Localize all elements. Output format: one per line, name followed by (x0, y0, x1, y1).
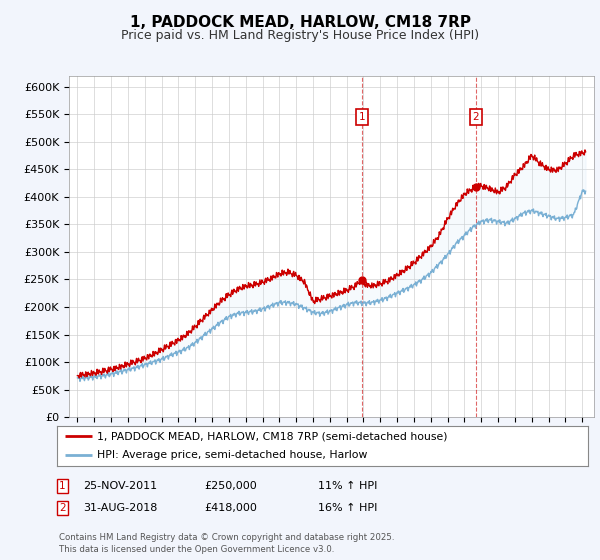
Text: HPI: Average price, semi-detached house, Harlow: HPI: Average price, semi-detached house,… (97, 450, 367, 460)
Text: £250,000: £250,000 (204, 481, 257, 491)
Text: 2: 2 (59, 503, 65, 513)
Text: 16% ↑ HPI: 16% ↑ HPI (318, 503, 377, 513)
Text: 2: 2 (472, 112, 479, 122)
Text: 1, PADDOCK MEAD, HARLOW, CM18 7RP (semi-detached house): 1, PADDOCK MEAD, HARLOW, CM18 7RP (semi-… (97, 432, 448, 441)
Text: 1: 1 (59, 481, 65, 491)
Text: £418,000: £418,000 (204, 503, 257, 513)
Text: Price paid vs. HM Land Registry's House Price Index (HPI): Price paid vs. HM Land Registry's House … (121, 29, 479, 42)
Text: 31-AUG-2018: 31-AUG-2018 (83, 503, 157, 513)
Text: 11% ↑ HPI: 11% ↑ HPI (318, 481, 377, 491)
Text: 1, PADDOCK MEAD, HARLOW, CM18 7RP: 1, PADDOCK MEAD, HARLOW, CM18 7RP (130, 15, 470, 30)
Text: 25-NOV-2011: 25-NOV-2011 (83, 481, 157, 491)
Text: Contains HM Land Registry data © Crown copyright and database right 2025.
This d: Contains HM Land Registry data © Crown c… (59, 533, 394, 554)
Text: 1: 1 (359, 112, 365, 122)
